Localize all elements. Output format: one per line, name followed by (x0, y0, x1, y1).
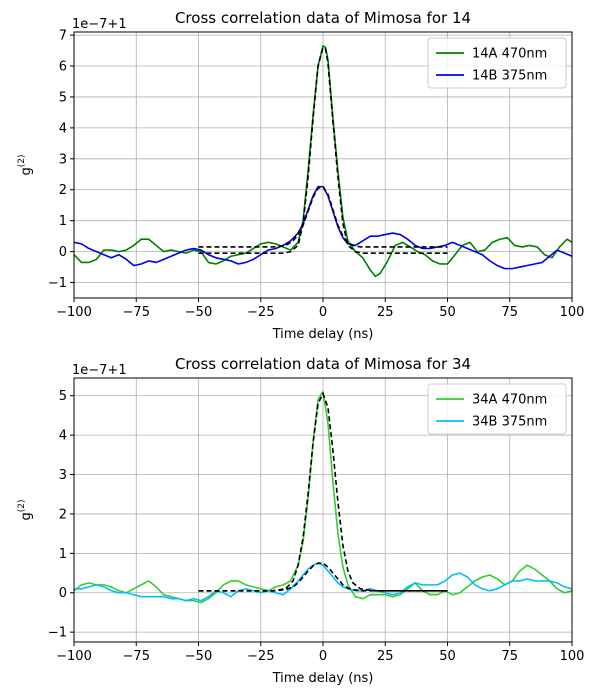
x-tick-label: 0 (319, 649, 327, 664)
y-tick-label: 4 (59, 121, 67, 136)
y-tick-label: −1 (48, 626, 67, 641)
y-tick-label: 2 (59, 183, 67, 198)
y-tick-label: 3 (59, 468, 67, 483)
x-tick-label: 75 (501, 305, 518, 320)
x-tick-label: −25 (247, 305, 274, 320)
y-tick-label: 3 (59, 152, 67, 167)
chart-panel-2: −100 −75 −50 −25 0 25 50 75 100 −1 0 1 2 3 4 5 Cross cor… (17, 355, 584, 686)
legend-label: 34B 375nm (472, 415, 547, 430)
y-tick-label: −1 (48, 276, 67, 291)
chart-title: Cross correlation data of Mimosa for 34 (175, 355, 471, 373)
x-axis-label: Time delay (ns) (272, 327, 374, 342)
y-tick-label: 2 (59, 507, 67, 522)
series-line-34b-375nm (74, 562, 572, 602)
x-tick-label: 50 (439, 649, 456, 664)
x-tick-label: −100 (56, 649, 92, 664)
x-tick-label: −25 (247, 649, 274, 664)
x-tick-label: 0 (319, 305, 327, 320)
chart-panel-1: −100 −75 −50 −25 0 25 50 75 100 −1 0 1 2 3 4 5 6 7 Cross c… (17, 9, 584, 342)
y-tick-label: 5 (59, 90, 67, 105)
y-tick-label: 7 (59, 29, 67, 44)
series-line-14a-470nm (74, 45, 572, 278)
x-tick-label: 50 (439, 305, 456, 320)
fit-line-1 (198, 391, 448, 592)
legend: 14A 470nm 14B 375nm (427, 37, 567, 89)
y-tick-label: 6 (59, 60, 67, 75)
y-tick-label: 1 (59, 547, 67, 562)
legend: 34A 470nm 34B 375nm (427, 383, 567, 435)
legend-label: 14B 375nm (472, 69, 547, 84)
chart-title: Cross correlation data of Mimosa for 14 (175, 9, 471, 27)
x-tick-label: −75 (123, 649, 150, 664)
y-axis-label: g(2) (17, 154, 34, 175)
fit-line-2 (198, 185, 448, 248)
series-line-14b-375nm (74, 185, 572, 270)
data-layer (74, 45, 572, 278)
y-tick-label: 0 (59, 245, 67, 260)
legend-label: 34A 470nm (472, 393, 547, 408)
y-axis-label: g(2) (17, 499, 34, 520)
x-tick-label: 100 (560, 649, 585, 664)
x-tick-label: 100 (560, 305, 585, 320)
x-tick-label: −50 (185, 305, 212, 320)
x-tick-label: −50 (185, 649, 212, 664)
y-tick-label: 1 (59, 214, 67, 229)
series-line-34a-470nm (74, 390, 572, 604)
legend-label: 14A 470nm (472, 47, 547, 62)
y-tick-label: 5 (59, 389, 67, 404)
axis-offset-text: 1e−7+1 (72, 363, 127, 378)
x-tick-label: 75 (501, 649, 518, 664)
axis-offset-text: 1e−7+1 (72, 17, 127, 32)
data-layer (74, 390, 572, 604)
x-tick-label: 25 (377, 649, 394, 664)
y-tick-label: 4 (59, 429, 67, 444)
y-tick-label: 0 (59, 586, 67, 601)
x-tick-label: −75 (123, 305, 150, 320)
x-tick-label: −100 (56, 305, 92, 320)
x-tick-label: 25 (377, 305, 394, 320)
x-axis-label: Time delay (ns) (272, 671, 374, 686)
